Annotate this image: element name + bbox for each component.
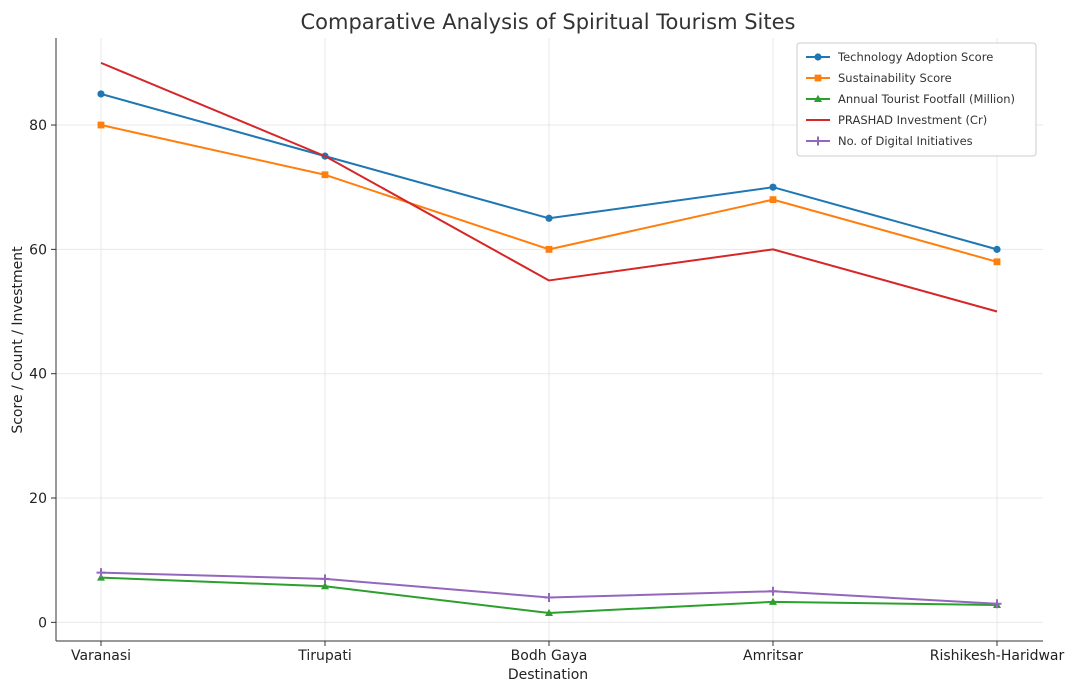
series-2: [97, 121, 1001, 266]
data-point: [769, 597, 777, 605]
data-point: [545, 608, 553, 617]
series-line: [100, 61, 998, 313]
data-point: [545, 214, 553, 222]
legend-item: PRASHAD Investment (Cr): [806, 113, 987, 127]
series-lines: [96, 61, 1002, 617]
data-point: [992, 599, 1002, 609]
x-axis-label: Destination: [508, 667, 588, 683]
legend-label: Sustainability Score: [838, 71, 952, 85]
data-point: [993, 245, 1001, 253]
data-point: [97, 90, 105, 98]
x-tick-label: Bodh Gaya: [511, 648, 588, 664]
data-point: [768, 586, 778, 596]
data-point: [813, 136, 823, 146]
legend-label: Technology Adoption Score: [837, 50, 993, 64]
y-tick-label: 40: [29, 367, 47, 383]
data-point: [320, 574, 330, 584]
y-tick-label: 60: [29, 242, 47, 258]
data-point: [544, 592, 554, 602]
tick-labels: 0 20 40 60 80 Varanasi Tirupati Bodh Gaya Amrits…: [29, 118, 1064, 664]
data-point: [97, 121, 105, 129]
chart-title: Comparative Analysis of Spiritual Touris…: [301, 10, 796, 34]
series-4: [100, 61, 998, 313]
data-point: [321, 171, 329, 179]
legend-label: No. of Digital Initiatives: [838, 134, 973, 148]
legend-item: Annual Tourist Footfall (Million): [806, 92, 1015, 106]
legend-label: Annual Tourist Footfall (Million): [838, 92, 1015, 106]
data-point: [814, 53, 822, 61]
data-point: [769, 183, 777, 191]
x-tick-label: Tirupati: [297, 648, 351, 664]
gridlines: [56, 38, 1043, 641]
series-5: [96, 568, 1002, 609]
data-point: [814, 94, 822, 102]
y-axis-label: Score / Count / Investment: [10, 246, 26, 434]
legend-item: Sustainability Score: [806, 71, 952, 85]
data-point: [814, 74, 822, 82]
data-point: [321, 582, 329, 590]
y-tick-label: 20: [29, 491, 47, 507]
legend-item: Technology Adoption Score: [806, 50, 993, 64]
legend-label: PRASHAD Investment (Cr): [838, 113, 987, 127]
legend: Technology Adoption Score Sustainability …: [796, 42, 1037, 157]
x-tick-label: Amritsar: [743, 648, 803, 664]
data-point: [545, 245, 553, 253]
data-point: [96, 568, 106, 578]
x-tick-label: Varanasi: [71, 648, 131, 664]
y-tick-label: 80: [29, 118, 47, 134]
data-point: [769, 196, 777, 204]
legend-item: No. of Digital Initiatives: [806, 134, 973, 148]
legend-box: [796, 42, 1037, 157]
x-tick-label: Rishikesh-Haridwar: [930, 648, 1065, 664]
y-tick-label: 0: [38, 615, 47, 631]
data-point: [993, 258, 1001, 266]
